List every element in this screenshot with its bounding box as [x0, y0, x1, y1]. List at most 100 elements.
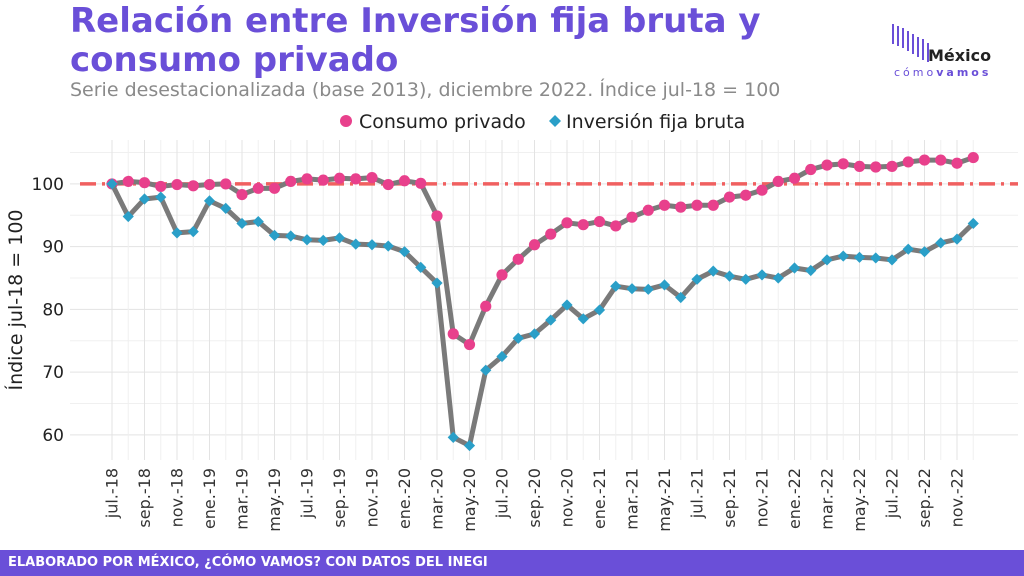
- data-point: [496, 269, 508, 281]
- data-point: [691, 199, 703, 211]
- legend-label: Inversión fija bruta: [566, 111, 745, 133]
- data-point: [561, 217, 573, 229]
- chart-gridlines: [70, 140, 1018, 460]
- data-point: [788, 172, 801, 184]
- x-tick-label: jul.-19: [298, 468, 317, 519]
- x-tick-label: nov.-21: [753, 468, 772, 527]
- data-point: [756, 269, 768, 281]
- data-point: [122, 210, 134, 223]
- data-point: [252, 215, 264, 228]
- data-point: [398, 246, 411, 258]
- data-point: [918, 246, 931, 258]
- y-tick-label: 70: [42, 363, 64, 383]
- data-point: [886, 160, 898, 172]
- x-tick-label: sep.-18: [135, 468, 154, 528]
- data-point: [951, 233, 963, 245]
- x-tick-label: may.-21: [655, 468, 674, 532]
- data-point: [756, 184, 768, 196]
- data-point: [382, 178, 394, 191]
- data-point: [285, 175, 297, 188]
- data-point: [902, 243, 914, 255]
- data-point: [496, 350, 508, 363]
- y-tick-label: 90: [42, 238, 64, 258]
- x-tick-label: sep.-22: [915, 468, 934, 528]
- data-point: [203, 178, 216, 191]
- data-point: [268, 229, 281, 241]
- data-point: [707, 265, 719, 277]
- x-tick-label: may.-22: [850, 468, 869, 532]
- data-point: [837, 158, 849, 170]
- chart-title: Relación entre Inversión fija bruta y co…: [70, 2, 830, 80]
- footer-source: ELABORADO POR MÉXICO, ¿CÓMO VAMOS? CON D…: [8, 555, 488, 570]
- data-point: [187, 226, 199, 238]
- data-point: [512, 253, 524, 265]
- x-tick-label: jul.-18: [103, 468, 122, 519]
- x-tick-label: nov.-19: [363, 468, 382, 527]
- data-point: [918, 154, 931, 166]
- chart-subtitle: Serie desestacionalizada (base 2013), di…: [70, 79, 781, 101]
- data-point: [220, 178, 232, 190]
- chart-title-line1: Relación entre Inversión fija bruta y: [70, 1, 761, 41]
- data-point: [350, 238, 362, 250]
- data-point: [528, 239, 541, 251]
- data-point: [236, 188, 248, 201]
- data-point: [805, 163, 817, 176]
- data-point: [935, 237, 947, 249]
- x-tick-label: mar.-19: [233, 468, 252, 530]
- data-point: [902, 156, 914, 168]
- data-point: [301, 173, 313, 185]
- data-point: [935, 154, 947, 166]
- data-point: [268, 182, 281, 194]
- data-point: [252, 182, 264, 194]
- legend-item-consumo: Consumo privado: [340, 111, 526, 133]
- chart-series: [106, 151, 979, 452]
- data-point: [220, 202, 232, 214]
- data-point: [138, 177, 151, 189]
- x-tick-label: nov.-22: [948, 468, 967, 527]
- x-tick-label: may.-20: [460, 468, 479, 532]
- x-tick-label: mar.-22: [818, 468, 837, 530]
- x-tick-label: ene.-21: [590, 468, 609, 529]
- data-point: [577, 219, 589, 231]
- data-point: [480, 300, 492, 312]
- data-point: [398, 175, 411, 187]
- footer-banner: ELABORADO POR MÉXICO, ¿CÓMO VAMOS? CON D…: [0, 550, 1024, 576]
- data-point: [285, 230, 297, 242]
- chart-title-line2: consumo privado: [70, 40, 399, 80]
- logo-bars-icon: [892, 24, 929, 62]
- x-tick-label: sep.-20: [525, 468, 544, 528]
- data-point: [788, 262, 801, 274]
- logo-brand: México: [928, 46, 992, 65]
- data-point: [301, 234, 313, 246]
- legend-item-inversion: Inversión fija bruta: [549, 111, 745, 133]
- data-point: [431, 210, 443, 222]
- x-tick-label: ene.-19: [200, 468, 219, 529]
- data-point: [187, 180, 199, 192]
- x-tick-label: nov.-18: [168, 468, 187, 527]
- data-point: [870, 161, 882, 173]
- data-point: [171, 227, 183, 239]
- data-point: [545, 314, 557, 326]
- legend-label: Consumo privado: [359, 111, 526, 133]
- data-point: [967, 151, 979, 164]
- y-axis: 60 70 80 90 100: [32, 175, 64, 446]
- data-point: [821, 159, 833, 171]
- data-point: [707, 199, 719, 211]
- x-tick-label: mar.-21: [623, 468, 642, 530]
- data-point: [447, 431, 459, 444]
- x-tick-label: ene.-20: [395, 468, 414, 529]
- mexico-como-vamos-logo: México cómovamos: [890, 22, 1005, 82]
- x-axis: jul.-18 sep.-18 nov.-18 ene.-19 mar.-19 may.-…: [103, 468, 967, 532]
- data-point: [366, 172, 378, 184]
- data-point: [723, 191, 736, 203]
- data-point: [951, 157, 963, 169]
- data-point: [772, 175, 784, 188]
- data-point: [122, 175, 134, 188]
- data-point: [463, 439, 476, 452]
- data-point: [626, 211, 638, 223]
- x-tick-label: nov.-20: [558, 468, 577, 527]
- data-point: [740, 273, 752, 285]
- series-consumo-privado: [106, 151, 979, 351]
- line-chart: Consumo privado Inversión fija bruta 60 70…: [4, 111, 1018, 532]
- y-tick-label: 100: [32, 175, 64, 195]
